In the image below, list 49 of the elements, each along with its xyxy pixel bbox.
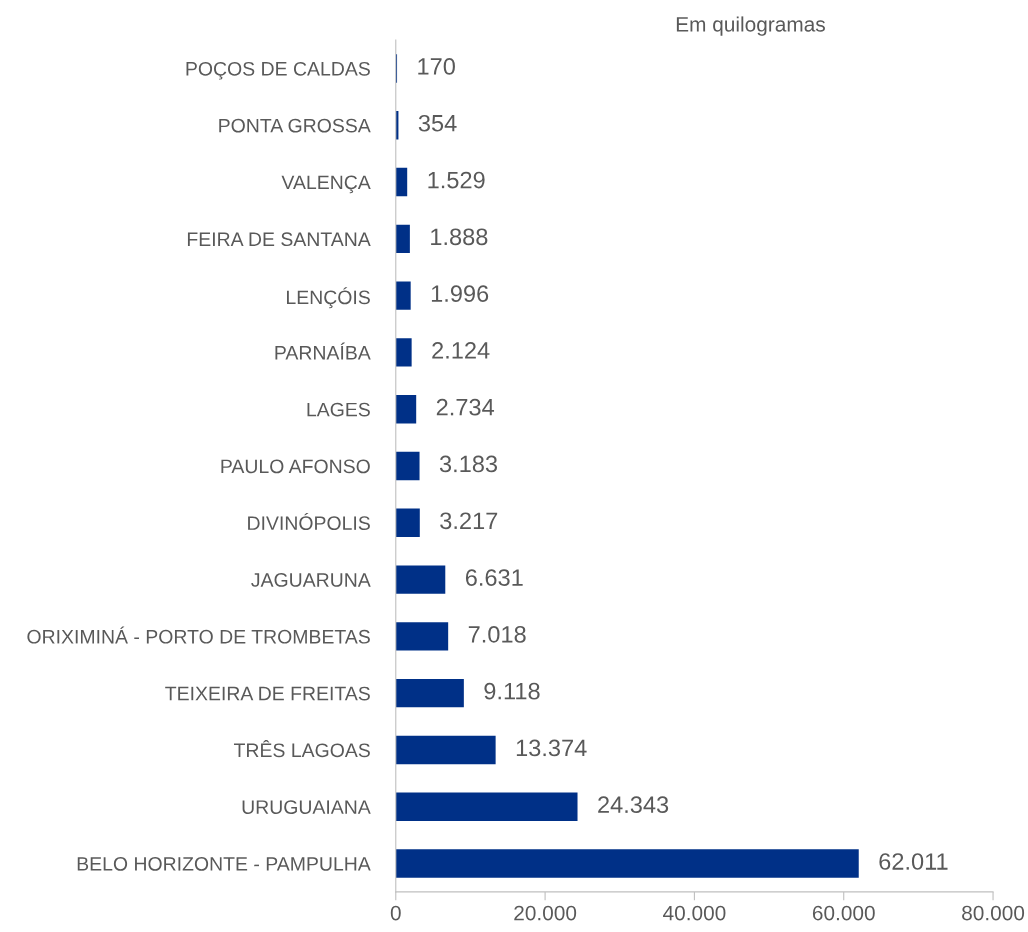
data-label: 3.217 — [440, 512, 498, 530]
y-tick-label: BELO HORIZONTE - PAMPULHA — [77, 857, 371, 871]
data-label: 6.631 — [465, 569, 523, 586]
data-label: 1.529 — [428, 171, 485, 189]
y-tick-label: TRÊS LAGOAS — [233, 740, 370, 758]
y-tick-label: VALENÇA — [281, 175, 371, 194]
bar — [395, 224, 410, 254]
x-tick-label: 40.000 — [663, 905, 726, 921]
y-tick-label: JAGUARUNA — [251, 573, 371, 587]
data-label: 1.996 — [431, 285, 489, 302]
y-tick-label: FEIRA DE SANTANA — [187, 232, 371, 247]
data-label: 170 — [418, 58, 455, 75]
data-label: 13.374 — [516, 739, 587, 757]
bar — [395, 849, 859, 878]
bar — [395, 167, 408, 197]
data-label: 1.888 — [431, 228, 488, 246]
y-tick-label: PAULO AFONSO — [221, 459, 370, 474]
data-label: 354 — [418, 114, 457, 132]
y-tick-label: DIVINÓPOLIS — [248, 512, 370, 531]
x-tick-label: 80.000 — [962, 905, 1025, 921]
data-label: 7.018 — [468, 625, 526, 643]
data-label: 2.124 — [432, 342, 490, 359]
data-label: 3.183 — [439, 455, 498, 473]
x-tick-label: 0 — [390, 905, 401, 921]
bar — [395, 678, 464, 708]
bar — [395, 395, 417, 424]
bar — [395, 451, 420, 481]
x-tick-label: 20.000 — [514, 905, 577, 921]
y-tick-label: PONTA GROSSA — [219, 118, 371, 133]
x-tick-label: 60.000 — [812, 905, 875, 921]
data-label: 62.011 — [879, 853, 948, 870]
bar — [395, 565, 446, 594]
text: Em quilogramas — [676, 16, 825, 36]
bar — [395, 281, 411, 310]
bar — [395, 338, 412, 367]
data-label: 24.343 — [598, 796, 669, 814]
y-tick-label: LAGES — [307, 402, 370, 417]
y-tick-label: TEIXEIRA DE FREITAS — [165, 686, 370, 701]
y-tick-label: LENÇÓIS — [287, 287, 370, 309]
y-tick-label: URUGUAIANA — [242, 800, 371, 814]
y-tick-label: POÇOS DE CALDAS — [186, 61, 370, 80]
y-tick-label: ORIXIMINÁ - PORTO DE TROMBETAS — [27, 626, 370, 644]
y-tick-label: PARNAÍBA — [275, 342, 371, 360]
data-label: 2.734 — [436, 398, 495, 416]
bar — [395, 508, 420, 537]
data-label: 9.118 — [484, 682, 540, 700]
bar — [395, 735, 496, 765]
bar — [395, 792, 578, 821]
bar — [395, 622, 449, 651]
